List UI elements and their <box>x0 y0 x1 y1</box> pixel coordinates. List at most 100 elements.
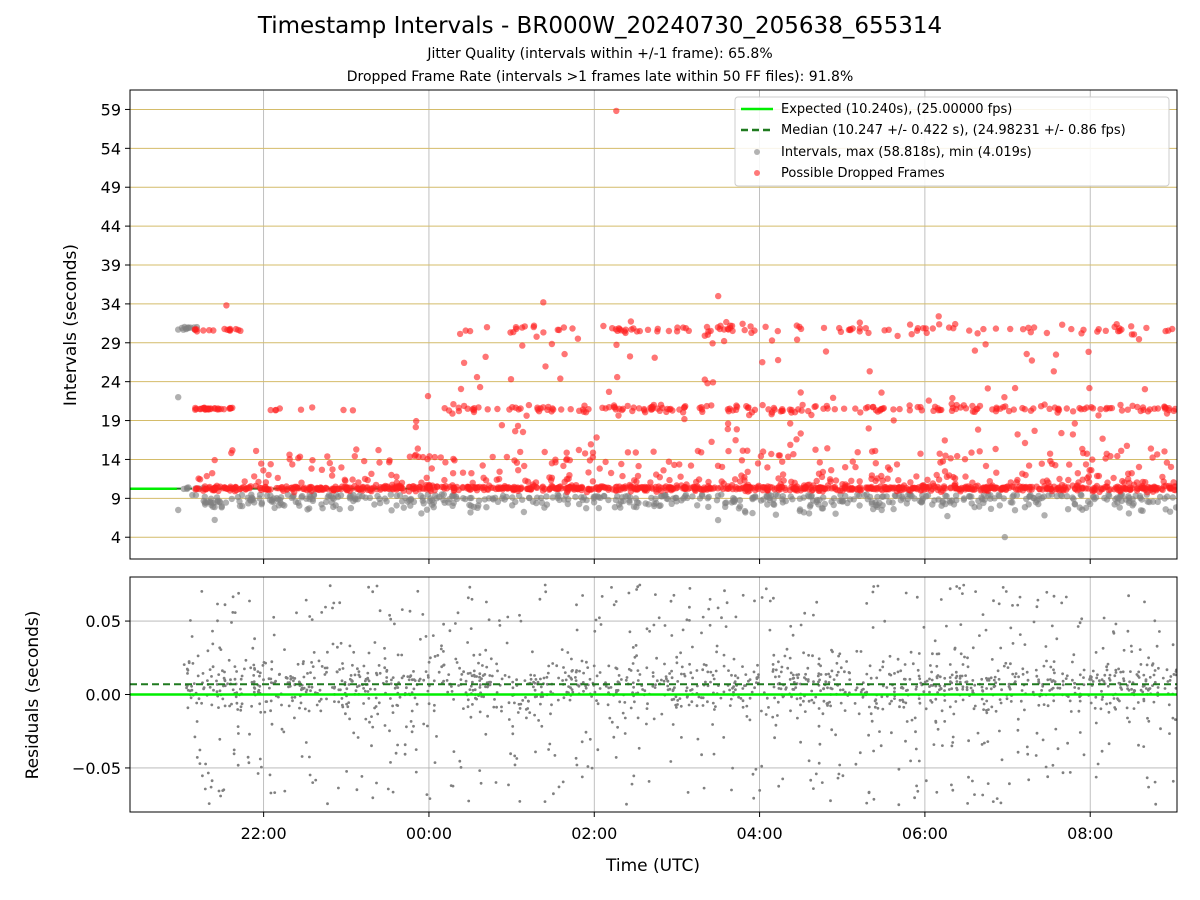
dropped-frame-point <box>1013 479 1020 486</box>
dropped-frame-point <box>1005 407 1013 415</box>
dropped-frame-point <box>774 327 781 335</box>
residual-point <box>676 703 679 706</box>
dropped-frame-point <box>724 325 732 333</box>
residual-point <box>370 715 373 718</box>
residual-point <box>363 679 367 683</box>
residual-point <box>610 586 613 589</box>
residual-point <box>736 676 740 680</box>
residual-point <box>752 670 756 674</box>
residual-point <box>419 637 422 641</box>
dropped-frame-point <box>775 475 782 482</box>
residual-point <box>1147 719 1151 723</box>
residual-point <box>794 686 798 689</box>
dropped-frame-point <box>552 456 559 463</box>
dropped-frame-point <box>738 472 745 479</box>
interval-point <box>779 493 787 500</box>
residual-point <box>965 688 969 692</box>
interval-point <box>509 502 516 509</box>
residual-point <box>741 699 745 703</box>
residual-point <box>1126 716 1129 720</box>
residual-point <box>584 730 588 734</box>
dropped-frame-point <box>1170 479 1177 486</box>
dropped-frame-point <box>1068 325 1075 333</box>
dropped-frame-point <box>289 486 296 493</box>
residual-point <box>996 669 1000 673</box>
residual-point <box>688 662 691 666</box>
dropped-frame-point <box>200 487 207 494</box>
dropped-frame-point <box>698 449 705 456</box>
residual-point <box>516 711 520 714</box>
residual-point <box>239 705 243 709</box>
dropped-frame-point <box>744 468 751 475</box>
residual-point <box>636 669 640 672</box>
residual-point <box>347 683 351 686</box>
residual-point <box>797 673 801 676</box>
dropped-frame-point <box>941 468 949 475</box>
dropped-frame-point <box>869 485 876 492</box>
residual-point <box>786 666 790 670</box>
dropped-frame-point <box>961 456 969 463</box>
dropped-frame-point <box>560 324 568 331</box>
residual-point <box>320 665 324 668</box>
dropped-frame-point <box>295 454 302 462</box>
interval-point <box>796 507 803 515</box>
residual-point <box>405 686 408 690</box>
dropped-frame-point <box>962 484 970 492</box>
residual-point <box>1174 673 1177 677</box>
residual-point <box>493 698 496 701</box>
dropped-frame-point <box>924 476 931 483</box>
residual-point <box>495 705 498 709</box>
residual-point <box>1061 683 1065 687</box>
dropped-frame-point <box>643 484 650 492</box>
interval-point <box>519 496 526 503</box>
residual-point <box>490 674 494 678</box>
residual-point <box>725 601 729 605</box>
residual-point <box>391 704 394 708</box>
interval-point <box>185 324 192 332</box>
residual-point <box>282 730 286 734</box>
residual-point <box>436 654 440 657</box>
dropped-frame-point <box>747 323 754 330</box>
dropped-frame-point <box>1043 329 1051 337</box>
dropped-frame-point <box>1094 328 1101 335</box>
residual-point <box>307 685 311 689</box>
residual-point <box>210 779 214 783</box>
residual-point <box>324 605 327 609</box>
residual-point <box>400 676 404 680</box>
residual-point <box>676 680 680 683</box>
dropped-frame-point <box>324 453 331 460</box>
legend-median-label: Median (10.247 +/- 0.422 s), (24.98231 +… <box>781 123 1126 138</box>
dropped-frame-point <box>879 487 886 494</box>
dropped-frame-point <box>785 453 792 460</box>
dropped-frame-point <box>207 405 214 413</box>
interval-point <box>846 496 854 503</box>
residual-point <box>537 719 540 722</box>
residual-point <box>198 762 202 765</box>
residual-point <box>539 677 542 681</box>
residual-point <box>881 665 885 669</box>
residual-point <box>915 784 918 788</box>
residual-point <box>291 699 294 703</box>
residual-point <box>901 686 905 690</box>
dropped-frame-point <box>714 485 722 492</box>
interval-point <box>1011 507 1019 514</box>
residual-point <box>985 687 988 690</box>
residual-point <box>955 680 959 683</box>
residual-point <box>406 675 410 678</box>
residual-point <box>432 709 436 713</box>
residual-point <box>564 678 568 682</box>
residuals-y-tick-label: 0.05 <box>85 612 121 631</box>
residual-point <box>283 789 287 793</box>
residual-point <box>414 770 418 774</box>
residual-point <box>542 676 546 680</box>
residual-point <box>259 710 263 714</box>
dropped-frame-point <box>441 476 448 484</box>
interval-point <box>991 495 998 502</box>
dropped-frame-point <box>824 445 831 452</box>
residual-point <box>1068 699 1072 703</box>
residual-point <box>958 680 962 684</box>
residual-point <box>507 701 511 705</box>
residual-point <box>236 725 240 728</box>
interval-point <box>714 516 722 524</box>
residual-point <box>531 650 534 654</box>
